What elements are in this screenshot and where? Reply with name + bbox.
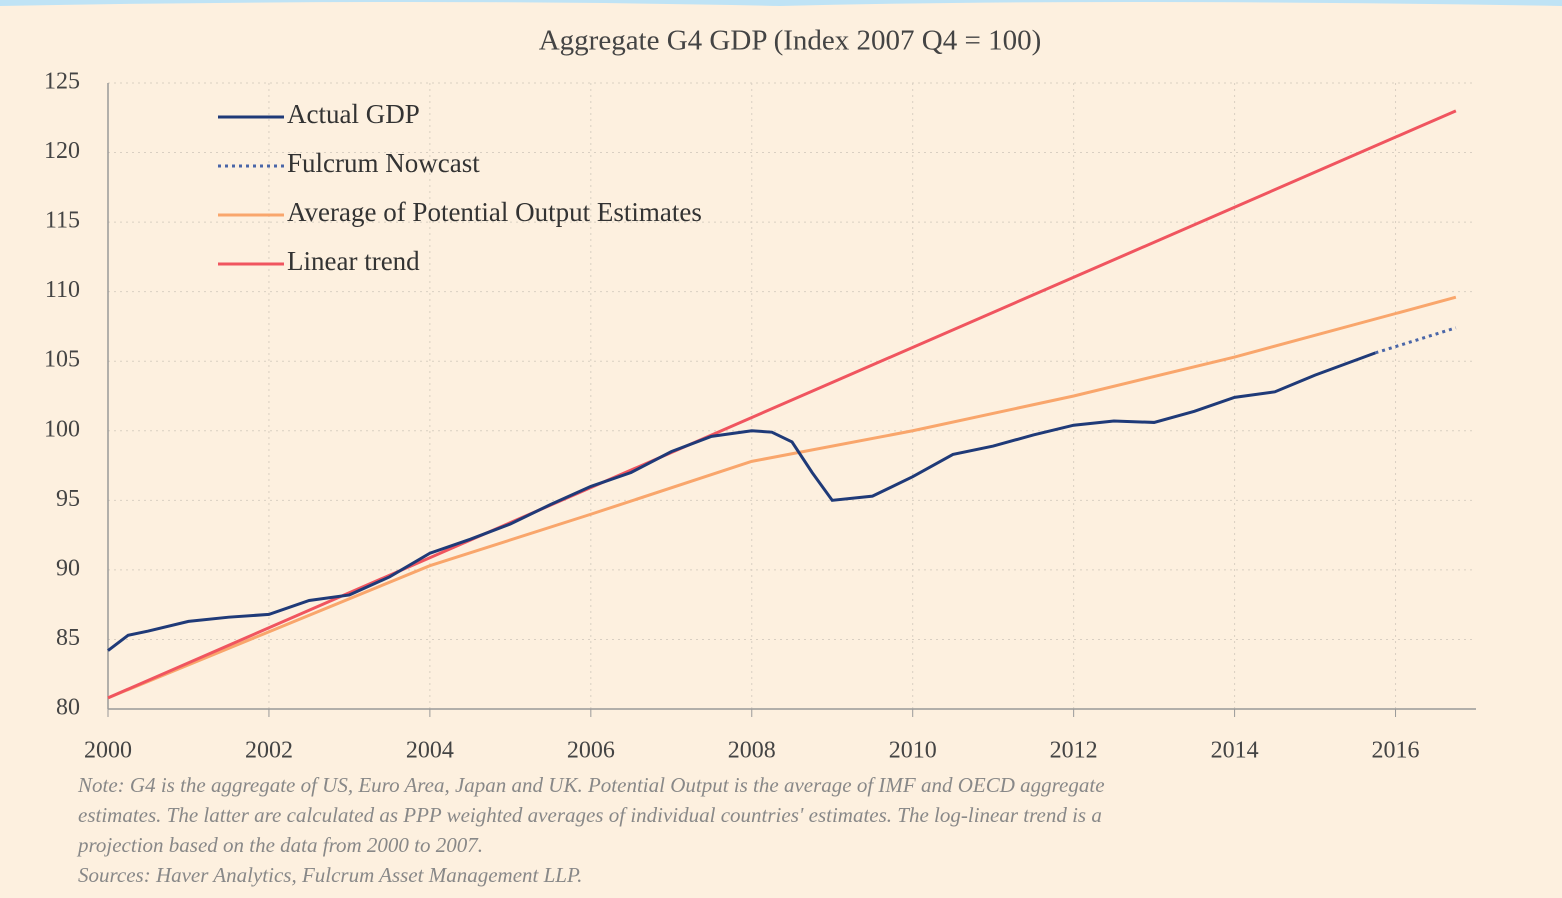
series-line [1374,326,1457,355]
chart-title: Aggregate G4 GDP (Index 2007 Q4 = 100) [539,25,1042,57]
note: Note: G4 is the aggregate of US, Euro Ar… [77,773,1105,797]
x-tick-label: 2012 [1050,738,1098,764]
legend-label: Average of Potential Output Estimates [287,197,702,227]
x-tick-label: 2000 [84,738,132,764]
x-tick-label: 2010 [889,738,937,764]
y-tick-label: 120 [44,138,80,164]
x-tick-label: 2006 [567,738,615,764]
x-tick-label: 2008 [728,738,776,764]
top-ribbon [0,0,1562,6]
y-tick-label: 95 [56,486,80,512]
y-tick-label: 80 [56,695,80,721]
note: projection based on the data from 2000 t… [76,833,483,857]
x-tick-label: 2014 [1211,738,1259,764]
legend-label: Linear trend [287,246,420,276]
x-tick-label: 2004 [406,738,454,764]
y-tick-label: 85 [56,625,80,651]
series-line [107,295,1457,700]
legend-label: Actual GDP [287,99,420,129]
note: Sources: Haver Analytics, Fulcrum Asset … [78,863,582,887]
series-line [107,351,1376,652]
y-tick-label: 105 [44,347,80,373]
legend-label: Fulcrum Nowcast [287,148,480,178]
note: estimates. The latter are calculated as … [78,803,1102,827]
y-tick-label: 100 [44,416,80,442]
y-tick-label: 90 [56,555,80,581]
y-tick-label: 110 [45,277,80,303]
x-tick-label: 2002 [245,738,293,764]
series-line [107,109,1457,700]
x-tick-label: 2016 [1372,738,1420,764]
y-tick-label: 115 [45,208,80,234]
y-tick-label: 125 [44,69,80,95]
